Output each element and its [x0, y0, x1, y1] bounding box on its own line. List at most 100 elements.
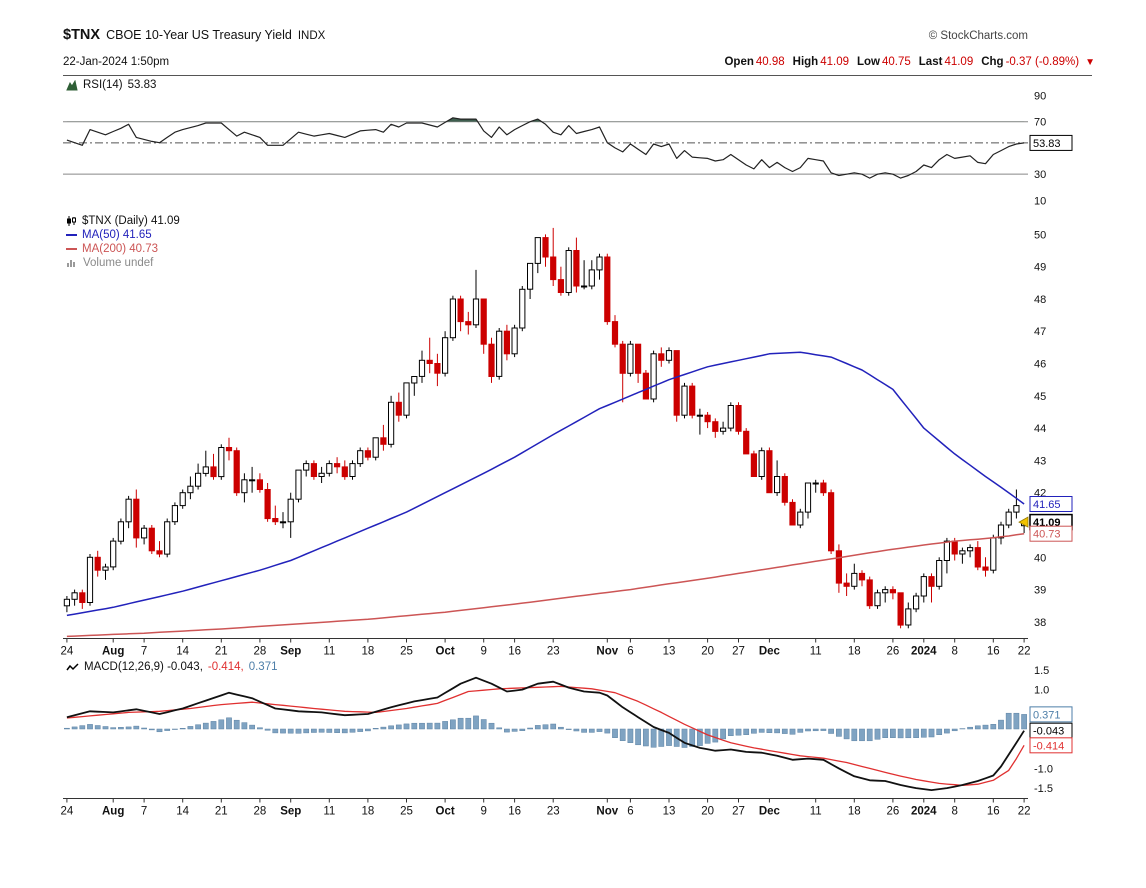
svg-text:-1.0: -1.0	[1034, 763, 1053, 775]
svg-text:27: 27	[732, 806, 745, 818]
svg-text:20: 20	[701, 646, 714, 658]
price-legend-symbol: $TNX (Daily) 41.09	[82, 215, 180, 227]
svg-text:23: 23	[547, 806, 560, 818]
price-legend-volume-row: Volume undef	[66, 256, 180, 270]
svg-text:10: 10	[1034, 195, 1046, 207]
last-price-marker	[1018, 516, 1029, 528]
svg-text:8: 8	[951, 806, 957, 818]
svg-text:40: 40	[1034, 552, 1046, 564]
high-value: 41.09	[820, 56, 849, 68]
symbol-name: CBOE 10-Year US Treasury Yield	[106, 28, 292, 42]
ma50-legend: MA(50) 41.65	[82, 229, 152, 241]
svg-text:18: 18	[848, 646, 861, 658]
svg-text:Oct: Oct	[436, 806, 455, 818]
svg-text:25: 25	[400, 646, 413, 658]
svg-text:24: 24	[60, 646, 73, 658]
macd-legend: MACD(12,26,9) -0.043, -0.414, 0.371	[66, 661, 277, 673]
svg-text:2024: 2024	[911, 806, 937, 818]
low-value: 40.75	[882, 56, 911, 68]
svg-text:70: 70	[1034, 117, 1046, 129]
svg-text:14: 14	[176, 806, 189, 818]
svg-text:20: 20	[701, 806, 714, 818]
svg-text:22: 22	[1018, 646, 1031, 658]
svg-text:48: 48	[1034, 294, 1046, 306]
svg-text:41.65: 41.65	[1033, 499, 1061, 511]
svg-text:45: 45	[1034, 391, 1046, 403]
svg-text:16: 16	[987, 646, 1000, 658]
svg-text:16: 16	[508, 646, 521, 658]
svg-text:Dec: Dec	[759, 806, 781, 818]
svg-text:24: 24	[60, 806, 73, 818]
svg-text:-1.5: -1.5	[1034, 783, 1053, 795]
svg-text:7: 7	[141, 646, 147, 658]
svg-text:28: 28	[253, 646, 266, 658]
symbol: $TNX	[63, 27, 101, 43]
svg-text:38: 38	[1034, 617, 1046, 629]
svg-text:25: 25	[400, 806, 413, 818]
quote-high: High 41.09	[793, 56, 849, 68]
macd-hist-value: 0.371	[248, 661, 278, 673]
svg-text:Dec: Dec	[759, 646, 781, 658]
svg-text:11: 11	[810, 646, 822, 658]
price-legend: $TNX (Daily) 41.09 MA(50) 41.65 MA(200) …	[66, 214, 180, 270]
svg-text:40.73: 40.73	[1033, 529, 1061, 541]
svg-text:21: 21	[215, 646, 228, 658]
svg-text:16: 16	[508, 806, 521, 818]
quote-chg: Chg -0.37 (-0.89%)	[981, 56, 1079, 68]
ma50-line-icon	[66, 234, 77, 236]
macd-value: MACD(12,26,9) -0.043,	[84, 661, 203, 673]
volume-bars-icon	[67, 260, 75, 267]
svg-text:53.83: 53.83	[1033, 138, 1061, 150]
svg-text:11: 11	[323, 806, 335, 818]
svg-text:13: 13	[663, 806, 676, 818]
macd-signal-value: -0.414,	[207, 661, 244, 673]
ma200-line-icon	[66, 248, 77, 250]
svg-text:9: 9	[481, 646, 487, 658]
macd-panel: 1.5 1.0 -1.0 -1.5 0.371 -0.043 -0.414	[64, 665, 1073, 795]
svg-text:-0.414: -0.414	[1033, 740, 1064, 752]
svg-text:-0.043: -0.043	[1033, 726, 1064, 738]
svg-text:26: 26	[887, 646, 900, 658]
svg-text:6: 6	[627, 806, 633, 818]
open-label: Open	[724, 56, 754, 68]
svg-text:27: 27	[732, 646, 745, 658]
copyright: © StockCharts.com	[928, 30, 1028, 42]
chg-label: Chg	[981, 56, 1004, 68]
svg-text:39: 39	[1034, 585, 1046, 597]
svg-text:46: 46	[1034, 359, 1046, 371]
svg-text:90: 90	[1034, 90, 1046, 102]
svg-text:Oct: Oct	[436, 646, 455, 658]
price-legend-ma200-row: MA(200) 40.73	[66, 242, 180, 256]
svg-text:50: 50	[1034, 229, 1046, 241]
candlestick-icon	[67, 216, 76, 226]
quote-summary: Open 40.98 High 41.09 Low 40.75 Last 41.09 C…	[724, 56, 1095, 68]
rsi-legend: RSI(14) 53.83	[66, 79, 156, 91]
svg-text:30: 30	[1034, 169, 1046, 181]
svg-text:Nov: Nov	[596, 646, 618, 658]
exchange-label: INDX	[297, 30, 326, 42]
svg-text:1.5: 1.5	[1034, 665, 1049, 677]
svg-text:18: 18	[362, 646, 375, 658]
last-value: 41.09	[944, 56, 974, 68]
svg-text:47: 47	[1034, 326, 1046, 338]
volume-legend: Volume undef	[83, 257, 154, 269]
price-legend-symbol-row: $TNX (Daily) 41.09	[66, 214, 180, 228]
svg-text:6: 6	[627, 646, 633, 658]
svg-text:Sep: Sep	[280, 646, 301, 658]
macd-line-icon	[66, 662, 79, 670]
high-label: High	[792, 56, 819, 68]
svg-text:18: 18	[848, 806, 861, 818]
svg-text:Aug: Aug	[102, 646, 124, 658]
svg-text:9: 9	[481, 806, 487, 818]
chg-value: -0.37 (-0.89%)	[1005, 56, 1080, 68]
open-value: 40.98	[755, 56, 785, 68]
svg-text:13: 13	[663, 646, 676, 658]
rsi-name: RSI(14)	[83, 79, 123, 91]
svg-text:2024: 2024	[911, 646, 937, 658]
ma200-legend: MA(200) 40.73	[82, 243, 159, 255]
svg-text:Aug: Aug	[102, 806, 124, 818]
svg-text:21: 21	[215, 806, 228, 818]
down-arrow-icon: ▼	[1085, 56, 1095, 68]
